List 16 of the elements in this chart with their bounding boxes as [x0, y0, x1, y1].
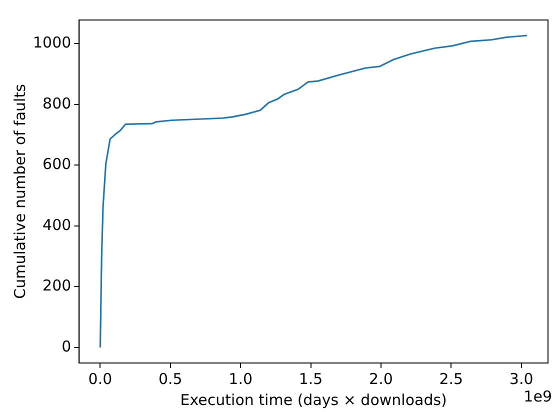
y-axis-title: Cumulative number of faults: [10, 84, 29, 299]
x-tick-label: 0.5: [158, 370, 182, 388]
y-tick-label: 600: [42, 155, 72, 174]
y-tick-label: 0: [62, 337, 72, 356]
x-axis-title: Execution time (days × downloads): [180, 390, 447, 409]
y-tick-label: 200: [42, 276, 72, 295]
x-tick-label: 1.5: [298, 370, 323, 388]
x-tick-label: 2.5: [439, 370, 464, 388]
y-tick-label: 400: [42, 216, 72, 234]
text: 1e9: [524, 387, 552, 406]
y-tick-label: 800: [42, 94, 72, 112]
x-tick-label: 3.0: [509, 370, 534, 388]
x-tick-label: 0.0: [88, 370, 112, 388]
y-tick-label: 1000: [32, 34, 72, 52]
x-tick-label: 1.0: [228, 370, 253, 388]
x-tick-label: 2.0: [369, 370, 393, 388]
